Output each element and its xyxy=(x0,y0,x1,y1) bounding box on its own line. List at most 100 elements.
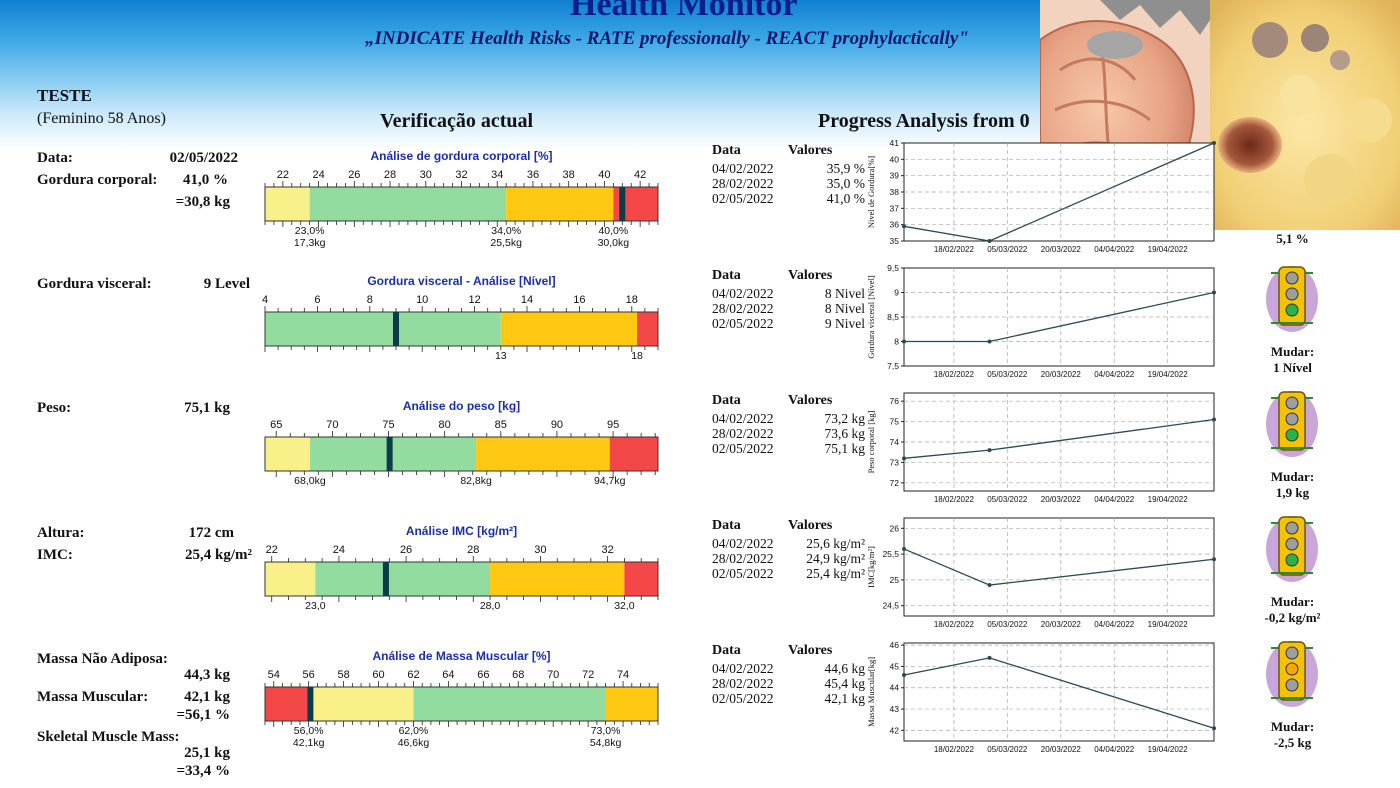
x-tick-label: 20/03/2022 xyxy=(1041,620,1082,629)
gauge-tick-label: 28 xyxy=(467,544,479,556)
y-tick-label: 9,5 xyxy=(887,263,899,273)
x-tick-label: 19/04/2022 xyxy=(1148,370,1189,379)
gauge-zone xyxy=(506,187,614,221)
y-axis-label: Peso corporal [kg] xyxy=(866,410,876,473)
gauge-threshold-kg: 54,8kg xyxy=(590,737,622,749)
table-date: 28/02/2022 xyxy=(712,676,774,691)
gauge-tick-label: 10 xyxy=(416,294,428,306)
x-tick-label: 18/02/2022 xyxy=(934,370,975,379)
change-label: Mudar: xyxy=(1270,719,1315,734)
table-header-date: Data xyxy=(712,518,741,533)
page-subtitle: „INDICATE Health Risks - RATE profession… xyxy=(365,28,969,49)
change-value: 1,9 kg xyxy=(1275,485,1310,500)
gauge-marker xyxy=(386,437,393,471)
x-tick-label: 05/03/2022 xyxy=(987,495,1028,504)
x-tick-label: 18/02/2022 xyxy=(934,745,975,754)
gauge-marker xyxy=(393,312,399,346)
gauge-tick-label: 38 xyxy=(563,169,575,181)
gauge-tick-label: 60 xyxy=(372,669,384,681)
y-tick-label: 25 xyxy=(890,575,900,585)
fat-free-mass-label: Massa Não Adiposa: xyxy=(37,651,168,667)
gauge-tick-label: 34 xyxy=(491,169,503,181)
gauge-threshold-label: 32,0 xyxy=(614,600,635,612)
traffic-light-icon xyxy=(1266,391,1318,457)
table-header-date: Data xyxy=(712,643,741,658)
change-value: -0,2 kg/m² xyxy=(1264,610,1321,625)
table-date: 28/02/2022 xyxy=(712,176,774,191)
gauge-tick-label: 14 xyxy=(521,294,533,306)
gauge-1: 4 6 8 10 12 14 16 18 13 18 xyxy=(262,294,659,362)
skeletal-muscle-value: 25,1 kg xyxy=(184,745,230,761)
table-value: 44,6 kg xyxy=(824,661,866,676)
x-tick-label: 20/03/2022 xyxy=(1041,370,1082,379)
data-point xyxy=(1212,557,1216,562)
change-label: Mudar: xyxy=(1270,344,1315,359)
x-tick-label: 19/04/2022 xyxy=(1148,620,1189,629)
weight-value: 75,1 kg xyxy=(184,400,230,416)
gauge-tick-label: 85 xyxy=(495,419,507,431)
gauge-zone xyxy=(309,437,477,471)
table-date: 02/05/2022 xyxy=(712,191,774,206)
table-date: 28/02/2022 xyxy=(712,551,774,566)
skeletal-muscle-label: Skeletal Muscle Mass: xyxy=(37,729,180,745)
gauge-zone xyxy=(637,312,658,346)
body-fat-value: 41,0 % xyxy=(183,172,228,188)
table-header-values: Valores xyxy=(788,518,833,533)
gauge-title: Gordura visceral - Análise [Nível] xyxy=(367,274,556,288)
gauge-tick-label: 6 xyxy=(314,294,320,306)
gauge-zone xyxy=(413,687,606,721)
x-tick-label: 04/04/2022 xyxy=(1094,370,1135,379)
table-date: 02/05/2022 xyxy=(712,566,774,581)
table-value: 45,4 kg xyxy=(824,676,866,691)
x-tick-label: 05/03/2022 xyxy=(987,745,1028,754)
gauge-tick-label: 24 xyxy=(333,544,345,556)
x-tick-label: 20/03/2022 xyxy=(1041,745,1082,754)
y-tick-label: 26 xyxy=(890,523,900,533)
y-tick-label: 36 xyxy=(890,220,900,230)
table-value: 8 Nivel xyxy=(824,286,865,301)
gauge-title: Análise de gordura corporal [%] xyxy=(370,149,553,163)
gauge-tick-label: 22 xyxy=(277,169,289,181)
gauge-3: 22 24 26 28 30 32 23,0 28,0 32,0 xyxy=(264,544,659,612)
gauge-threshold-kg: 46,6kg xyxy=(398,737,430,749)
y-tick-label: 73 xyxy=(890,457,900,467)
x-tick-label: 04/04/2022 xyxy=(1094,495,1135,504)
data-point xyxy=(987,583,992,588)
change-value: -2,5 kg xyxy=(1273,735,1312,750)
table-header-date: Data xyxy=(712,268,741,283)
gauge-threshold-label: 56,0% xyxy=(294,725,324,737)
y-tick-label: 24,5 xyxy=(882,601,899,611)
gauge-tick-label: 22 xyxy=(266,544,278,556)
gauge-tick-label: 68 xyxy=(512,669,524,681)
y-tick-label: 45 xyxy=(890,661,900,671)
bmi-value: 25,4 kg/m² xyxy=(184,547,252,563)
gauge-threshold-label: 40,0% xyxy=(598,225,628,237)
table-value: 9 Nivel xyxy=(824,316,865,331)
table-header-values: Valores xyxy=(788,268,833,283)
x-tick-label: 18/02/2022 xyxy=(934,620,975,629)
gauge-tick-label: 28 xyxy=(384,169,396,181)
page-title: Health Monitor xyxy=(570,0,798,23)
gauge-threshold-label: 13 xyxy=(495,350,507,362)
y-tick-label: 8,5 xyxy=(887,312,899,322)
weight-label: Peso: xyxy=(37,400,72,416)
table-value: 42,1 kg xyxy=(824,691,866,706)
gauge-tick-label: 30 xyxy=(534,544,546,556)
height-label: Altura: xyxy=(37,525,85,541)
gauge-zone xyxy=(315,562,491,596)
x-tick-label: 18/02/2022 xyxy=(934,245,975,254)
table-date: 04/02/2022 xyxy=(712,661,774,676)
change-value: 5,1 % xyxy=(1276,231,1309,246)
table-header-values: Valores xyxy=(788,643,833,658)
gauge-tick-label: 80 xyxy=(439,419,451,431)
table-date: 28/02/2022 xyxy=(712,426,774,441)
gauge-tick-label: 4 xyxy=(262,294,268,306)
height-value: 172 cm xyxy=(188,525,234,541)
gauge-threshold-label: 23,0 xyxy=(305,600,326,612)
table-header-values: Valores xyxy=(788,393,833,408)
traffic-light-icon xyxy=(1266,266,1318,332)
gauge-0: 22 24 26 28 30 32 34 36 38 40 42 23,0%17,3kg 34,0%25… xyxy=(264,169,659,249)
gauge-zone xyxy=(490,562,625,596)
table-date: 04/02/2022 xyxy=(712,536,774,551)
gauge-title: Análise de Massa Muscular [%] xyxy=(372,649,551,663)
